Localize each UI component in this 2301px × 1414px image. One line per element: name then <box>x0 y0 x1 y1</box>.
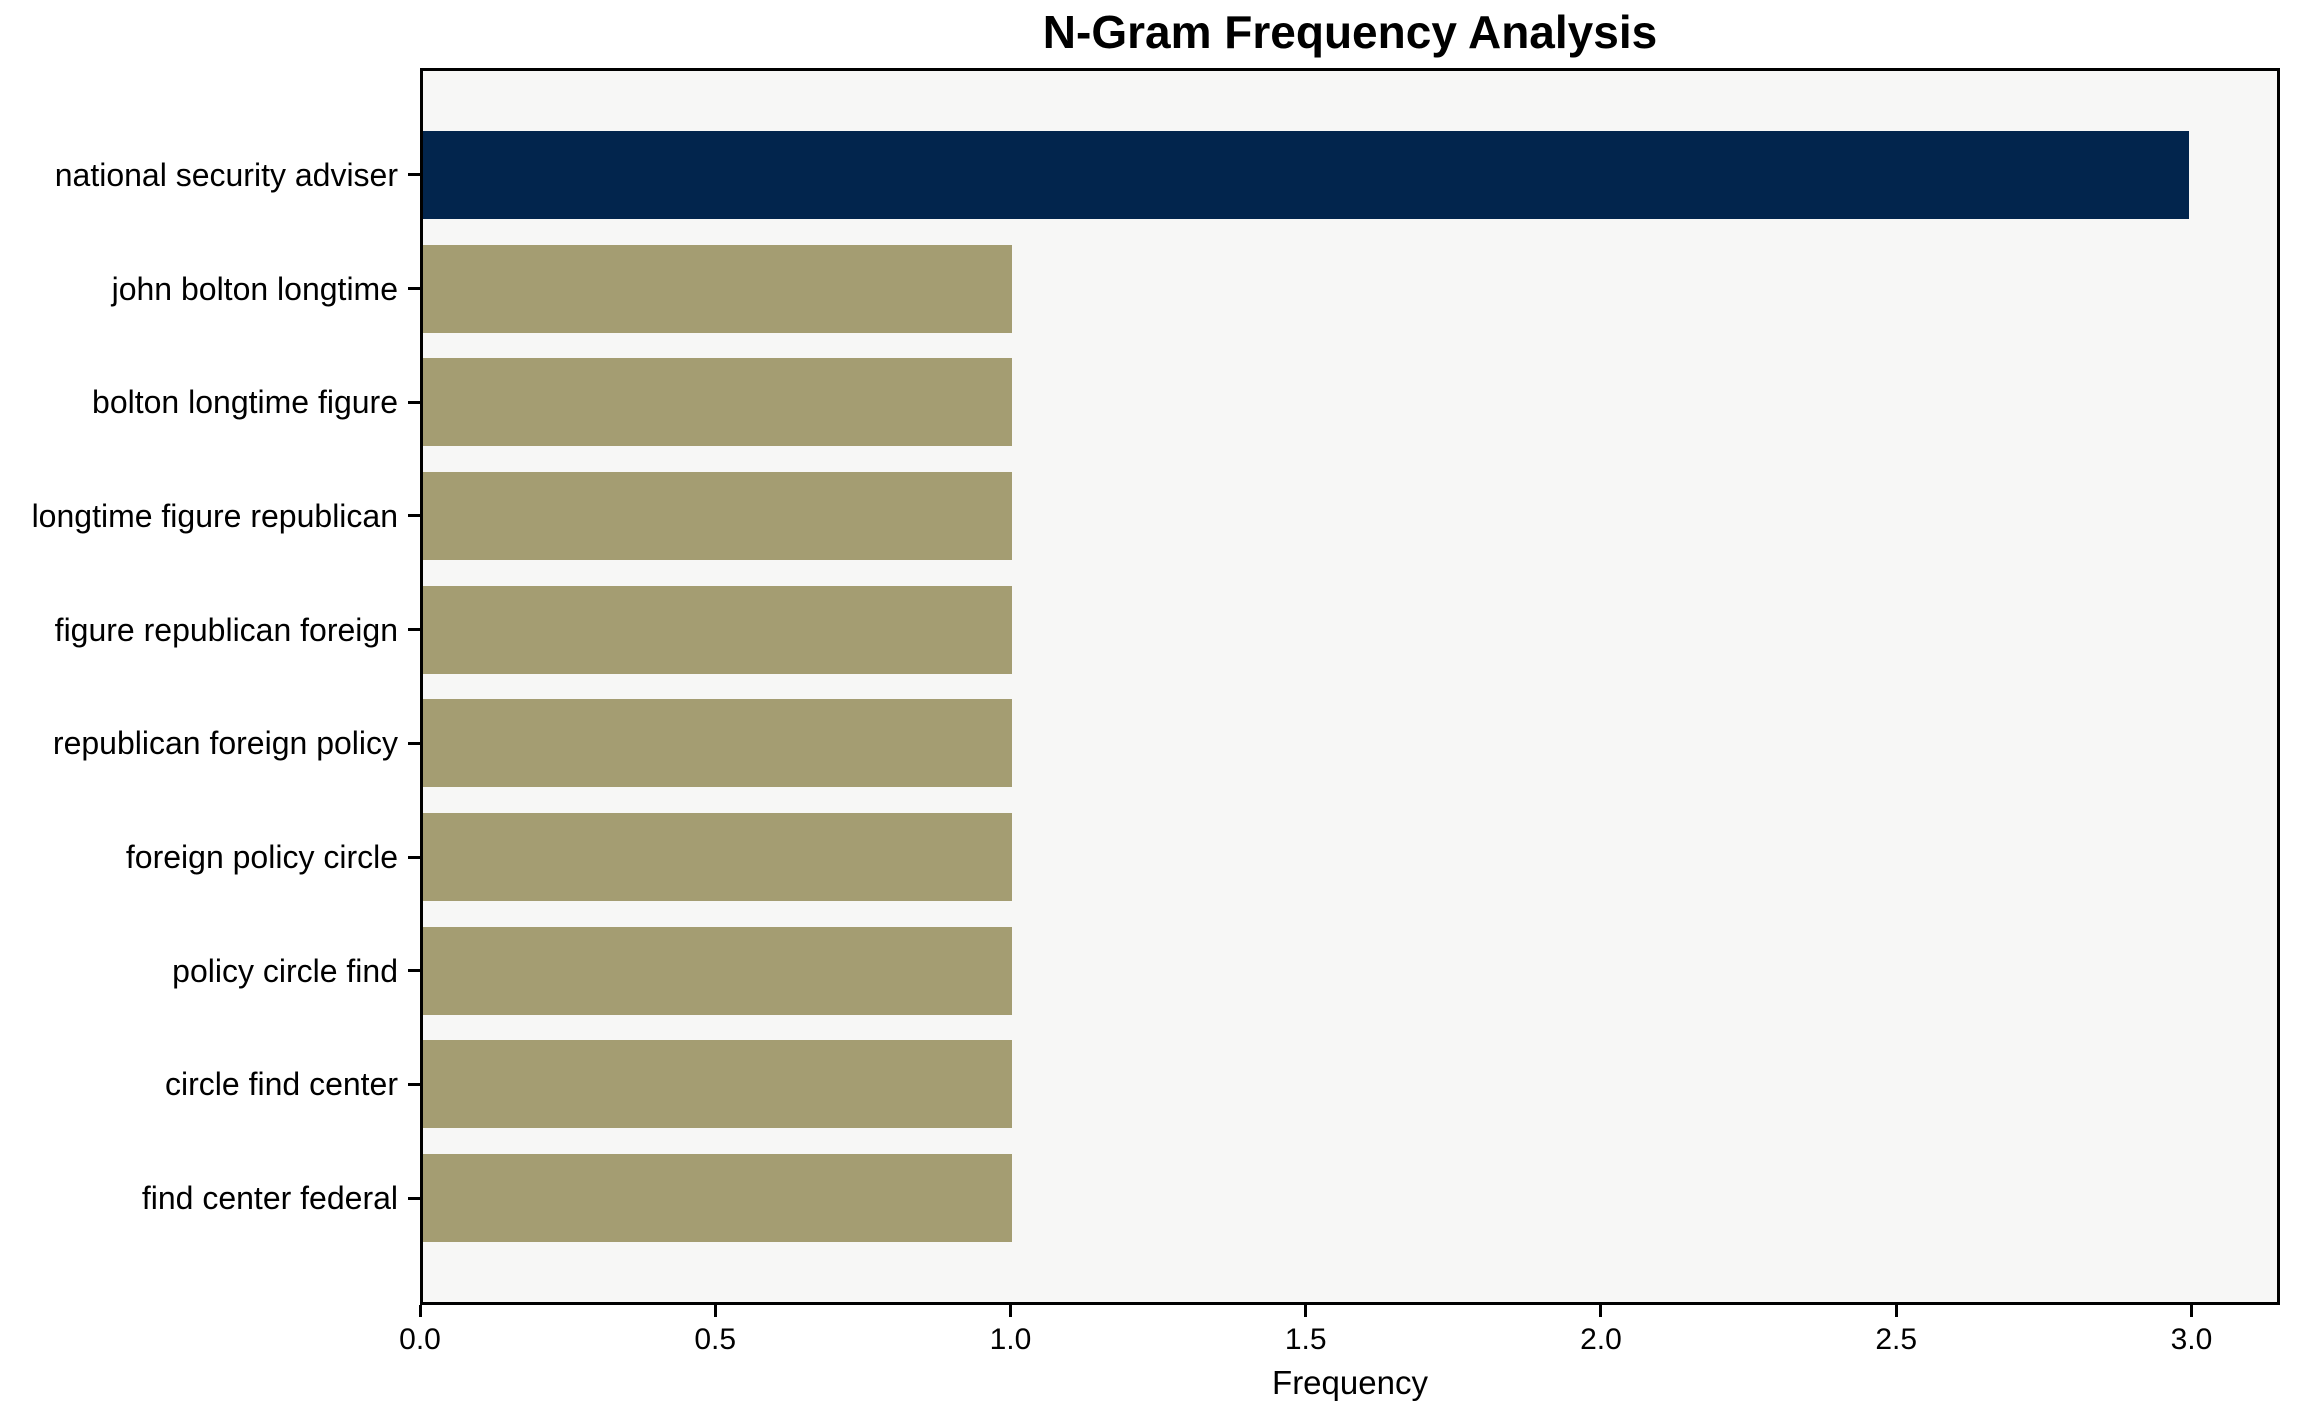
y-tick-label: foreign policy circle <box>125 839 398 876</box>
y-tick-label: national security adviser <box>54 156 398 193</box>
bar <box>423 244 1012 333</box>
y-tick-mark <box>408 287 420 291</box>
x-tick-mark <box>1894 1305 1898 1317</box>
y-tick-label: john bolton longtime <box>111 270 398 307</box>
bar <box>423 813 1012 902</box>
y-tick-mark <box>408 628 420 632</box>
y-tick-label: policy circle find <box>172 952 398 989</box>
bar <box>423 926 1012 1015</box>
y-tick-label: longtime figure republican <box>31 497 398 534</box>
x-tick-mark <box>1008 1305 1012 1317</box>
y-tick-mark <box>408 400 420 404</box>
x-tick-label: 2.5 <box>1875 1323 1918 1356</box>
bar <box>423 1154 1012 1243</box>
bar <box>423 585 1012 674</box>
x-tick-mark <box>418 1305 422 1317</box>
x-tick-mark <box>1599 1305 1603 1317</box>
x-tick-mark <box>1304 1305 1308 1317</box>
bar <box>423 130 2189 219</box>
y-tick-mark <box>408 514 420 518</box>
chart-title: N-Gram Frequency Analysis <box>1042 6 1658 58</box>
y-tick-mark <box>408 173 420 177</box>
plot-area <box>420 68 2280 1305</box>
x-tick-label: 0.5 <box>694 1323 737 1356</box>
y-tick-mark <box>408 1082 420 1086</box>
bar <box>423 1040 1012 1129</box>
x-tick-mark <box>713 1305 717 1317</box>
x-tick-mark <box>2189 1305 2193 1317</box>
y-tick-label: bolton longtime figure <box>92 384 398 421</box>
x-axis-title: Frequency <box>1272 1364 1428 1401</box>
bar <box>423 699 1012 788</box>
x-tick-label: 2.0 <box>1580 1323 1622 1356</box>
y-tick-label: circle find center <box>165 1066 398 1103</box>
x-tick-label: 1.0 <box>989 1323 1032 1356</box>
bar <box>423 471 1012 560</box>
x-tick-label: 0.0 <box>399 1323 441 1356</box>
y-tick-label: figure republican foreign <box>54 611 398 648</box>
y-tick-mark <box>408 741 420 745</box>
bar <box>423 358 1012 447</box>
y-tick-label: find center federal <box>141 1180 398 1217</box>
x-tick-label: 3.0 <box>2170 1323 2213 1356</box>
y-tick-mark <box>408 969 420 973</box>
y-tick-mark <box>408 1196 420 1200</box>
x-tick-label: 1.5 <box>1284 1323 1327 1356</box>
y-tick-label: republican foreign policy <box>52 725 398 762</box>
y-tick-mark <box>408 855 420 859</box>
